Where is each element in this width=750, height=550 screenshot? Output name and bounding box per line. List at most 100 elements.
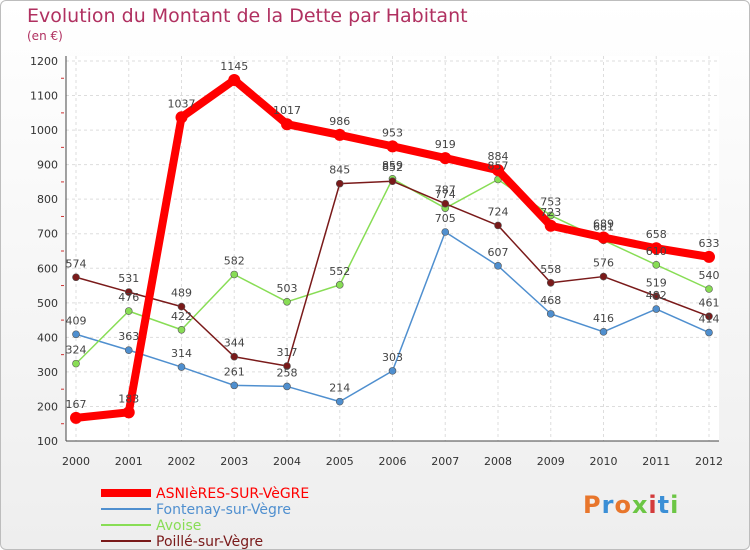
data-point <box>599 328 608 336</box>
data-label: 344 <box>224 337 245 350</box>
series-3 <box>72 177 713 370</box>
data-point <box>281 118 293 131</box>
logo-letter: r <box>601 491 615 519</box>
data-point <box>652 305 661 313</box>
data-label: 1145 <box>220 60 248 73</box>
x-tick-label: 2001 <box>115 455 143 468</box>
data-label: 986 <box>329 115 350 128</box>
data-point <box>335 397 344 406</box>
data-label: 414 <box>699 313 720 326</box>
data-label: 558 <box>540 263 561 276</box>
data-label: 363 <box>118 330 139 343</box>
data-label: 953 <box>382 126 403 139</box>
data-label: 540 <box>699 269 720 282</box>
data-point <box>544 219 557 232</box>
logo-letter: P <box>583 491 602 519</box>
x-tick-label: 2007 <box>431 455 459 468</box>
y-tick-label: 900 <box>37 159 58 172</box>
data-point <box>441 199 450 208</box>
series-1 <box>72 228 713 406</box>
y-tick-label: 800 <box>37 193 58 206</box>
x-tick-label: 2012 <box>695 455 723 468</box>
data-label: 468 <box>540 294 561 307</box>
chart-subtitle: (en €) <box>27 29 63 43</box>
data-label: 461 <box>699 296 720 309</box>
x-tick-label: 2010 <box>590 455 618 468</box>
data-point <box>386 140 399 153</box>
data-label: 489 <box>171 287 192 300</box>
data-label: 859 <box>382 159 403 172</box>
x-tick-label: 2002 <box>168 455 196 468</box>
data-label: 183 <box>118 392 139 405</box>
data-point <box>72 359 80 368</box>
data-label: 607 <box>488 246 509 259</box>
x-tick-label: 2006 <box>379 455 407 468</box>
data-label: 689 <box>593 218 614 231</box>
data-label: 919 <box>435 138 456 151</box>
data-point <box>494 221 502 230</box>
data-point <box>177 325 186 334</box>
y-tick-label: 1000 <box>30 124 58 137</box>
data-point <box>703 250 715 263</box>
y-tick-label: 100 <box>37 435 58 448</box>
data-label: 552 <box>329 265 350 278</box>
data-point <box>177 302 186 311</box>
data-point <box>335 179 344 188</box>
data-point <box>439 152 452 165</box>
y-tick-label: 400 <box>37 331 58 344</box>
data-point <box>705 328 713 337</box>
y-tick-label: 1200 <box>30 55 58 68</box>
data-label: 884 <box>488 150 509 163</box>
data-label: 610 <box>646 245 667 258</box>
data-point <box>388 367 397 375</box>
x-tick-label: 2005 <box>326 455 354 468</box>
data-point <box>230 352 239 361</box>
logo-letter: t <box>657 491 671 519</box>
data-point <box>228 74 241 86</box>
logo-letter: i <box>648 491 658 519</box>
legend-label: ASNIèRES-SUR-VèGRE <box>156 486 309 502</box>
data-label: 774 <box>435 188 456 201</box>
data-point <box>72 273 80 282</box>
data-point <box>546 310 555 318</box>
data-label: 723 <box>540 206 561 219</box>
data-label: 705 <box>435 212 456 225</box>
data-label: 845 <box>329 164 350 177</box>
y-tick-label: 200 <box>37 400 58 413</box>
data-point <box>597 231 610 244</box>
series-0 <box>70 74 715 424</box>
data-label: 1037 <box>168 97 196 110</box>
data-point <box>283 362 291 370</box>
logo-letter: i <box>670 491 680 519</box>
data-label: 681 <box>593 220 614 233</box>
data-label: 416 <box>593 312 614 325</box>
data-point <box>175 111 188 124</box>
data-label: 303 <box>382 351 403 364</box>
data-label: 582 <box>224 254 245 267</box>
data-point <box>124 307 133 315</box>
legend-label: Avoise <box>156 518 201 534</box>
proxiti-logo: Proxiti <box>583 491 679 519</box>
data-point <box>441 228 450 236</box>
data-point <box>546 278 555 287</box>
data-label: 422 <box>171 310 192 323</box>
y-tick-label: 500 <box>37 297 58 310</box>
data-point <box>492 164 504 177</box>
data-label: 658 <box>646 228 667 241</box>
x-tick-label: 2011 <box>642 455 670 468</box>
data-point <box>230 270 239 279</box>
data-point <box>546 211 555 220</box>
x-tick-label: 2004 <box>273 455 301 468</box>
data-point <box>652 292 661 301</box>
data-point <box>599 272 608 281</box>
data-point <box>124 288 133 296</box>
data-label: 753 <box>540 195 561 208</box>
y-tick-label: 1100 <box>30 90 58 103</box>
data-point <box>70 411 82 424</box>
x-tick-label: 2009 <box>537 455 565 468</box>
data-label: 724 <box>488 205 509 218</box>
x-tick-label: 2000 <box>62 455 90 468</box>
legend-label: Poillé-sur-Vègre <box>156 534 263 549</box>
